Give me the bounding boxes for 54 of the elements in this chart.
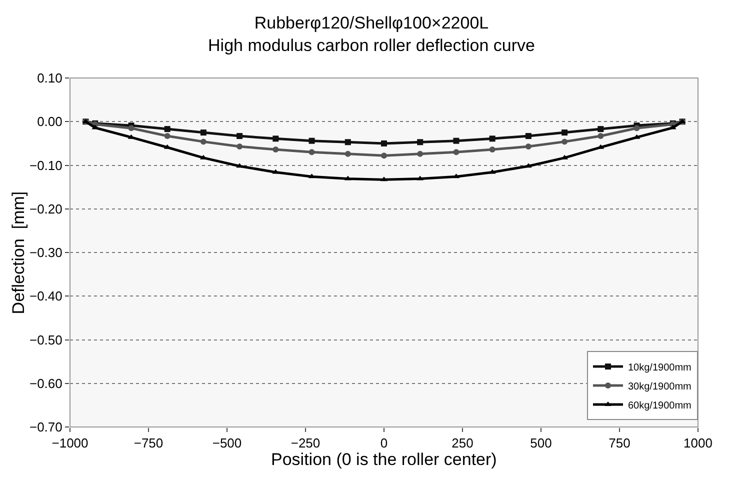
point bbox=[453, 138, 460, 144]
y-tick-label: 0.00 bbox=[37, 114, 62, 130]
point bbox=[272, 146, 279, 153]
x-axis-title: Position (0 is the roller center) bbox=[271, 450, 497, 469]
legend-label: 30kg/1900mm bbox=[628, 381, 692, 392]
point bbox=[598, 133, 604, 140]
point bbox=[453, 149, 460, 156]
point bbox=[308, 138, 315, 144]
point bbox=[562, 138, 568, 145]
y-tick-label: 0.10 bbox=[37, 70, 62, 86]
x-tick-label: −250 bbox=[290, 436, 320, 451]
legend-label: 10kg/1900mm bbox=[628, 362, 692, 374]
x-tick-label: −750 bbox=[134, 436, 164, 451]
point bbox=[236, 143, 243, 150]
point bbox=[489, 136, 496, 142]
y-tick-label: −0.40 bbox=[29, 288, 62, 304]
y-axis-title: Deflection [mm] bbox=[9, 191, 28, 314]
point bbox=[381, 152, 387, 159]
point bbox=[200, 130, 206, 136]
point bbox=[417, 150, 424, 157]
point bbox=[344, 139, 351, 146]
point bbox=[562, 130, 568, 136]
point bbox=[380, 176, 388, 182]
y-tick-label: −0.30 bbox=[29, 245, 62, 260]
y-tick-label: −0.20 bbox=[29, 201, 62, 216]
point bbox=[308, 149, 315, 156]
x-tick-label: −1000 bbox=[52, 436, 88, 451]
point bbox=[417, 139, 424, 146]
y-tick-label: −0.70 bbox=[29, 420, 62, 435]
y-tick-label: −0.10 bbox=[29, 158, 62, 173]
x-tick-label: 250 bbox=[452, 436, 474, 451]
point bbox=[381, 140, 387, 146]
chart-title: Rubberφ120/Shellφ100×2200L bbox=[254, 14, 489, 33]
point bbox=[598, 126, 604, 132]
x-tick-label: 1000 bbox=[684, 436, 712, 451]
point bbox=[525, 143, 532, 150]
x-tick-label: −500 bbox=[212, 436, 242, 451]
point bbox=[128, 125, 134, 132]
point bbox=[164, 126, 170, 132]
y-tick-label: −0.60 bbox=[29, 376, 62, 391]
point bbox=[634, 125, 640, 132]
point bbox=[236, 133, 243, 140]
point bbox=[272, 136, 279, 142]
point bbox=[489, 146, 496, 153]
y-tick-label: −0.50 bbox=[29, 332, 62, 348]
point bbox=[164, 133, 170, 140]
chart-subtitle: High modulus carbon roller deflection curve bbox=[208, 36, 535, 55]
x-tick-label: 750 bbox=[608, 436, 630, 451]
point bbox=[344, 150, 351, 157]
x-tick-label: 0 bbox=[380, 436, 388, 451]
point bbox=[200, 138, 206, 145]
point bbox=[525, 133, 532, 140]
legend-label: 60kg/1900mm bbox=[628, 400, 692, 412]
x-tick-label: 500 bbox=[530, 436, 552, 451]
